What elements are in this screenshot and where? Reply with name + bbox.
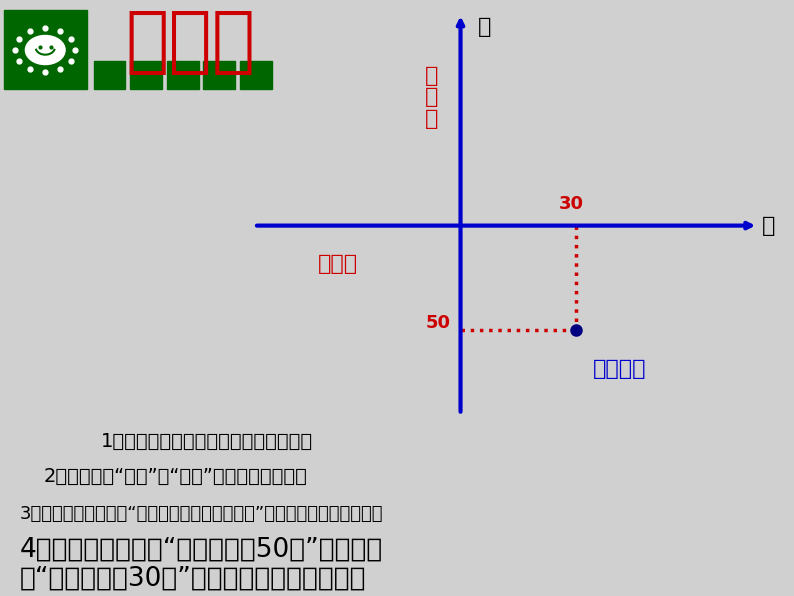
Text: 在“汶河路东边30米”，你能找到音乐喷泉吗？: 在“汶河路东边30米”，你能找到音乐喷泉吗？ <box>20 566 366 592</box>
Text: 音乐喷泉: 音乐喷泉 <box>593 359 646 379</box>
Text: 2、小明省去“南边”和“东边”这几个字可以吗？: 2、小明省去“南边”和“东边”这几个字可以吗？ <box>44 467 307 486</box>
Bar <box>240 61 272 89</box>
Text: 1、小明是怎样描述音乐喷泉的位置的？: 1、小明是怎样描述音乐喷泉的位置的？ <box>100 432 313 451</box>
Text: 50: 50 <box>426 314 451 333</box>
Text: 东: 东 <box>762 216 776 235</box>
Text: 3、如果小明仅仅说在“文昌路南边、汶河路东边”，你能找到音乐喷泉吗？: 3、如果小明仅仅说在“文昌路南边、汶河路东边”，你能找到音乐喷泉吗？ <box>20 505 384 523</box>
Text: 4、如果小明只说在“文昌路南边50米”，或只说: 4、如果小明只说在“文昌路南边50米”，或只说 <box>20 536 383 563</box>
Text: 30: 30 <box>559 195 584 213</box>
Text: 文昌路: 文昌路 <box>318 253 357 274</box>
Bar <box>94 61 125 89</box>
Bar <box>4 11 87 89</box>
Text: 议一议: 议一议 <box>125 8 256 77</box>
Circle shape <box>25 36 65 64</box>
Bar <box>130 61 162 89</box>
Text: 汶
河
路: 汶 河 路 <box>425 66 438 129</box>
Text: 北: 北 <box>478 17 491 38</box>
Bar <box>167 61 198 89</box>
Bar <box>203 61 235 89</box>
